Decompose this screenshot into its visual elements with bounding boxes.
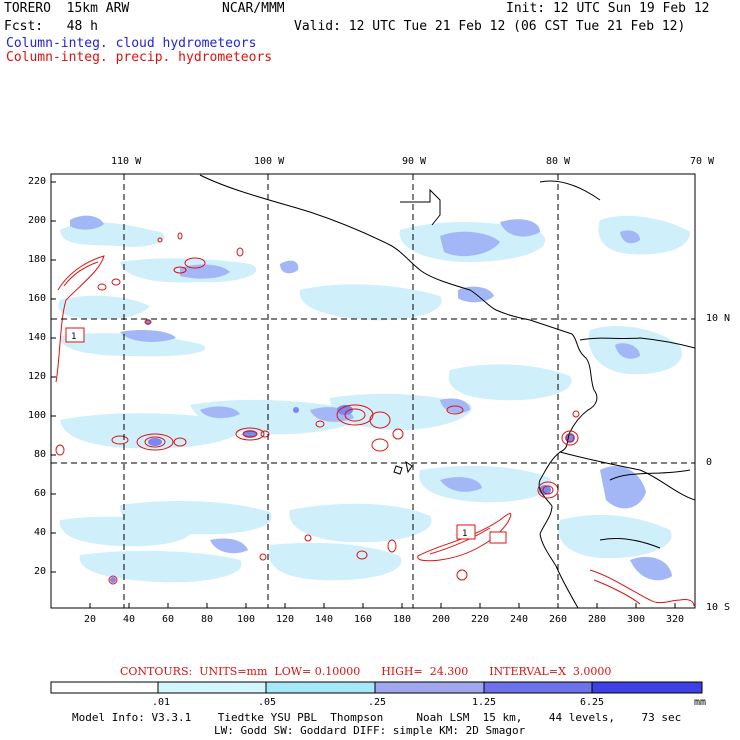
valid-time: Valid: 12 UTC Tue 21 Feb 12 (06 CST Tue …	[294, 19, 686, 34]
model-physics: LW: Godd SW: Goddard DIFF: simple KM: 2D…	[214, 724, 526, 737]
y-tick-label: 20	[34, 566, 47, 577]
cloud-field-title: Column-integ. cloud hydrometeors	[6, 36, 257, 51]
colorbar-bin-0	[50, 681, 159, 694]
lon-label: 80 W	[546, 156, 571, 167]
model-info: Model Info: V3.3.1 Tiedtke YSU PBL Thomp…	[72, 711, 682, 724]
x-tick-label: 260	[549, 614, 568, 625]
colorbar-level: .05	[258, 697, 277, 708]
lat-label: 0	[706, 457, 713, 468]
colorbar-level: 1.25	[472, 697, 497, 708]
x-tick-label: 300	[627, 614, 646, 625]
y-tick-label: 60	[34, 488, 47, 499]
colorbar-bin-1	[157, 681, 267, 694]
colorbar-bin-5	[591, 681, 703, 694]
colorbar-bin-3	[374, 681, 485, 694]
x-tick-label: 180	[393, 614, 412, 625]
box-label-center: 1	[462, 529, 467, 539]
lon-label: 90 W	[402, 156, 427, 167]
y-tick-label: 40	[34, 527, 47, 538]
x-tick-label: 20	[84, 614, 97, 625]
axis-ticks	[51, 181, 676, 608]
colorbar-level: 6.25	[580, 697, 605, 708]
contour-label-boxes	[65, 327, 507, 544]
colorbar	[50, 681, 703, 694]
y-tick-label: 140	[28, 332, 47, 343]
x-tick-label: 40	[123, 614, 136, 625]
colorbar-bin-4	[483, 681, 593, 694]
precip-hydrometeor-contours	[55, 232, 695, 607]
forecast-hour: Fcst: 48 h	[4, 19, 98, 34]
y-tick-label: 220	[28, 176, 47, 187]
x-tick-label: 320	[666, 614, 685, 625]
x-tick-label: 80	[201, 614, 214, 625]
y-tick-label: 200	[28, 215, 47, 226]
graticule	[51, 174, 695, 608]
x-tick-label: 280	[588, 614, 607, 625]
cloud-hydrometeor-shading	[58, 215, 690, 583]
organization-label: NCAR/MMM	[222, 1, 285, 16]
y-tick-label: 180	[28, 254, 47, 265]
contours-caption: CONTOURS: UNITS=mm LOW= 0.10000 HIGH= 24…	[120, 665, 612, 678]
init-time: Init: 12 UTC Sun 19 Feb 12	[506, 1, 710, 16]
precip-field-title: Column-integ. precip. hydrometeors	[6, 50, 273, 65]
x-tick-label: 220	[471, 614, 490, 625]
colorbar-unit: mm	[694, 697, 707, 708]
x-tick-label: 60	[162, 614, 175, 625]
lon-label: 110 W	[111, 156, 142, 167]
x-tick-label: 120	[276, 614, 295, 625]
model-title: TORERO 15km ARW	[4, 1, 130, 16]
lon-label: 100 W	[254, 156, 285, 167]
colorbar-level: .25	[368, 697, 387, 708]
x-tick-label: 200	[432, 614, 451, 625]
lon-label: 70 W	[690, 156, 715, 167]
lat-label: 10 N	[706, 313, 731, 324]
x-tick-label: 100	[237, 614, 256, 625]
lat-label: 10 S	[706, 602, 731, 613]
x-tick-label: 140	[315, 614, 334, 625]
y-tick-label: 80	[34, 449, 47, 460]
map-frame	[50, 173, 696, 609]
y-tick-label: 160	[28, 293, 47, 304]
colorbar-bin-2	[265, 681, 376, 694]
box-label-left: 1	[71, 332, 76, 342]
x-tick-label: 160	[354, 614, 373, 625]
colorbar-level: .01	[152, 697, 171, 708]
y-tick-label: 120	[28, 371, 47, 382]
x-tick-label: 240	[510, 614, 529, 625]
y-tick-label: 100	[28, 410, 47, 421]
